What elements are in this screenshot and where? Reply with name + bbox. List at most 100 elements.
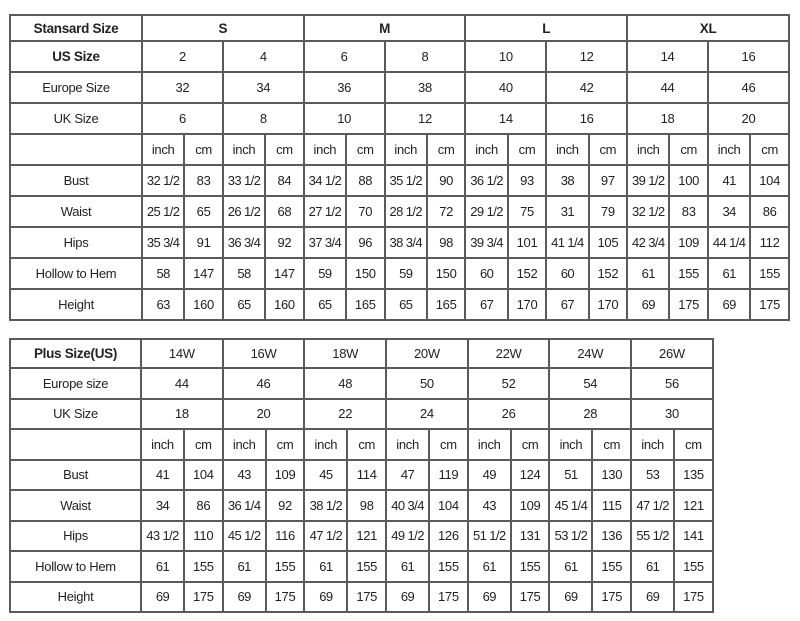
unit-inch: inch bbox=[466, 428, 512, 461]
value-inch: 69 bbox=[140, 580, 185, 613]
value-inch: 61 bbox=[626, 257, 671, 290]
row-label: Hips bbox=[9, 519, 142, 552]
uk-size-row: UK Size 18 20 22 24 26 28 30 bbox=[9, 397, 714, 430]
value-inch: 38 3/4 bbox=[383, 226, 428, 259]
row-label: Bust bbox=[9, 164, 143, 197]
measurement-row-height: Height 69 175 69 175 69 175 69 175 69 175 69 175 69 17… bbox=[9, 580, 714, 613]
table-title: Stansard Size bbox=[9, 14, 143, 42]
size-value: 12 bbox=[383, 102, 467, 135]
size-value: 8 bbox=[221, 102, 305, 135]
unit-inch: inch bbox=[140, 428, 185, 461]
value-cm: 136 bbox=[591, 519, 633, 552]
value-cm: 121 bbox=[346, 519, 388, 552]
plus-size-16w: 16W bbox=[221, 338, 306, 369]
row-label bbox=[9, 133, 143, 166]
value-cm: 72 bbox=[425, 195, 467, 228]
plus-size-14w: 14W bbox=[140, 338, 224, 369]
unit-cm: cm bbox=[668, 133, 709, 166]
value-inch: 61 bbox=[385, 550, 431, 583]
value-cm: 109 bbox=[509, 489, 551, 522]
value-cm: 155 bbox=[346, 550, 388, 583]
value-inch: 27 1/2 bbox=[302, 195, 348, 228]
row-label: Height bbox=[9, 288, 143, 321]
measurement-row-hips: Hips 35 3/4 91 36 3/4 92 37 3/4 96 38 3/4 98 39 3… bbox=[9, 226, 790, 259]
value-inch: 33 1/2 bbox=[221, 164, 267, 197]
value-inch: 49 bbox=[466, 458, 512, 491]
header-row: Plus Size(US) 14W 16W 18W 20W 22W 24W 26W bbox=[9, 338, 714, 369]
value-inch: 38 bbox=[545, 164, 590, 197]
unit-row: inch cm inch cm inch cm inch cm inch cm inch cm inch… bbox=[9, 133, 790, 166]
value-inch: 45 bbox=[303, 458, 349, 491]
value-cm: 121 bbox=[673, 489, 714, 522]
value-inch: 41 1/4 bbox=[545, 226, 590, 259]
value-inch: 36 1/2 bbox=[464, 164, 509, 197]
value-cm: 105 bbox=[587, 226, 629, 259]
value-inch: 59 bbox=[302, 257, 348, 290]
value-cm: 83 bbox=[183, 164, 224, 197]
value-inch: 67 bbox=[545, 288, 590, 321]
value-cm: 160 bbox=[183, 288, 224, 321]
value-inch: 61 bbox=[548, 550, 594, 583]
size-value: 14 bbox=[464, 102, 548, 135]
value-cm: 155 bbox=[668, 257, 709, 290]
size-value: 42 bbox=[545, 71, 629, 104]
value-inch: 34 1/2 bbox=[302, 164, 348, 197]
value-cm: 90 bbox=[425, 164, 467, 197]
value-cm: 97 bbox=[587, 164, 629, 197]
value-cm: 126 bbox=[428, 519, 469, 552]
size-value: 14 bbox=[626, 40, 709, 73]
value-cm: 155 bbox=[509, 550, 551, 583]
value-inch: 43 bbox=[466, 489, 512, 522]
size-value: 30 bbox=[630, 397, 714, 430]
value-inch: 42 3/4 bbox=[626, 226, 671, 259]
size-value: 46 bbox=[706, 71, 791, 104]
value-inch: 58 bbox=[140, 257, 186, 290]
value-cm: 175 bbox=[428, 580, 469, 613]
unit-inch: inch bbox=[302, 133, 348, 166]
value-cm: 152 bbox=[587, 257, 629, 290]
value-inch: 43 1/2 bbox=[140, 519, 185, 552]
value-cm: 109 bbox=[264, 458, 306, 491]
value-cm: 135 bbox=[673, 458, 714, 491]
value-cm: 119 bbox=[428, 458, 469, 491]
value-inch: 35 3/4 bbox=[140, 226, 186, 259]
plus-size-20w: 20W bbox=[385, 338, 469, 369]
size-value: 12 bbox=[545, 40, 629, 73]
value-inch: 40 3/4 bbox=[385, 489, 431, 522]
value-cm: 86 bbox=[183, 489, 224, 522]
unit-cm: cm bbox=[425, 133, 467, 166]
value-cm: 114 bbox=[346, 458, 388, 491]
europe-size-row: Europe size 44 46 48 50 52 54 56 bbox=[9, 367, 714, 400]
value-inch: 58 bbox=[221, 257, 267, 290]
standard-size-table: Stansard Size S M L XL US Size 2 4 6 8 10 12 14 16 Eur… bbox=[9, 14, 791, 321]
value-cm: 115 bbox=[591, 489, 633, 522]
measurement-row-bust: Bust 32 1/2 83 33 1/2 84 34 1/2 88 35 1/2 90 36 1… bbox=[9, 164, 790, 197]
row-label: Waist bbox=[9, 489, 142, 522]
size-value: 20 bbox=[706, 102, 791, 135]
value-cm: 96 bbox=[345, 226, 386, 259]
unit-cm: cm bbox=[264, 133, 305, 166]
value-inch: 63 bbox=[140, 288, 186, 321]
unit-inch: inch bbox=[706, 133, 752, 166]
value-inch: 34 bbox=[706, 195, 752, 228]
value-cm: 170 bbox=[506, 288, 548, 321]
size-value: 18 bbox=[626, 102, 709, 135]
size-value: 52 bbox=[466, 367, 551, 400]
unit-inch: inch bbox=[221, 133, 267, 166]
unit-inch: inch bbox=[385, 428, 431, 461]
value-cm: 65 bbox=[183, 195, 224, 228]
value-inch: 36 3/4 bbox=[221, 226, 267, 259]
value-cm: 100 bbox=[668, 164, 709, 197]
row-label: Waist bbox=[9, 195, 143, 228]
size-group-xl: XL bbox=[626, 14, 790, 42]
value-cm: 68 bbox=[264, 195, 305, 228]
value-inch: 37 3/4 bbox=[302, 226, 348, 259]
plus-size-18w: 18W bbox=[303, 338, 388, 369]
europe-size-row: Europe Size 32 34 36 38 40 42 44 46 bbox=[9, 71, 791, 104]
plus-size-26w: 26W bbox=[630, 338, 714, 369]
value-inch: 34 bbox=[140, 489, 185, 522]
size-value: 32 bbox=[141, 71, 224, 104]
value-inch: 69 bbox=[303, 580, 349, 613]
value-inch: 60 bbox=[545, 257, 590, 290]
plus-size-24w: 24W bbox=[548, 338, 633, 369]
